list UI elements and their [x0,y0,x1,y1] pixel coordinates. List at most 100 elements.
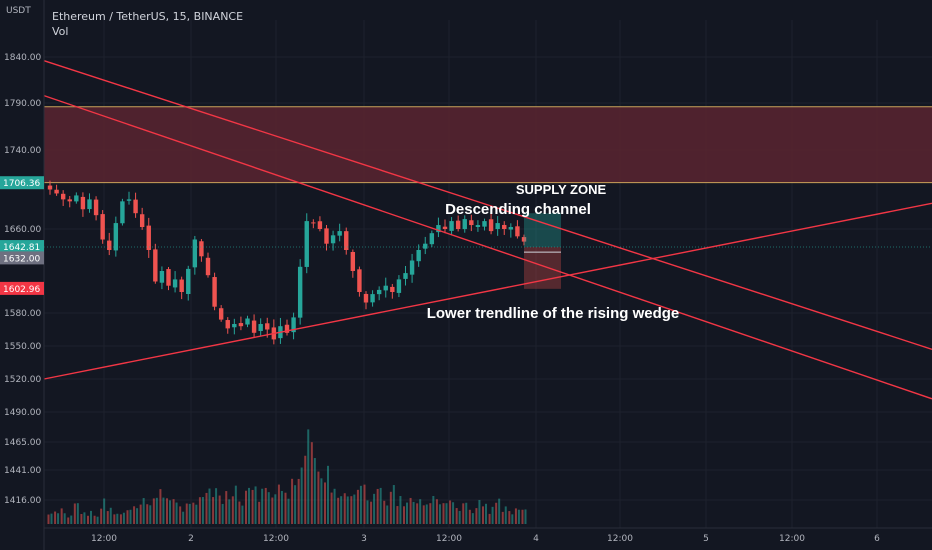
candle-body [153,249,158,282]
candle-body [436,225,441,233]
volume-bar [106,511,109,524]
volume-bar [234,485,237,524]
volume-bar [442,503,445,524]
candle-body [297,266,303,318]
volume-bar [449,500,452,524]
candle-body [258,324,263,332]
candle-body [370,294,375,303]
y-tick-label: 1520.00 [4,375,41,385]
volume-bar [406,502,408,524]
trendline-channel-upper[interactable] [43,60,932,350]
volume-bar [113,514,116,524]
trendline-channel-lower[interactable] [43,94,932,400]
x-tick-label: 5 [703,534,709,544]
volume-bar [445,503,448,524]
candle-body [482,221,487,227]
y-tick-label: 1790.00 [4,99,41,109]
candle-body [225,320,230,329]
volume-bar [245,490,247,524]
volume-bar [70,515,73,524]
volume-bar [87,515,89,524]
volume-bar [403,506,405,524]
candle-body [304,221,309,267]
candle-body [442,226,448,229]
volume-bar [218,495,221,524]
x-tick-label: 12:00 [607,534,633,544]
volume-bar [346,496,349,524]
candle-body [455,220,461,229]
volume-bar [241,505,244,524]
candle-body [462,219,467,230]
x-tick-label: 3 [361,534,367,544]
candle-body [47,185,53,190]
candle-body [60,193,66,200]
volume-bar [267,492,270,524]
volume-bar [254,486,257,524]
volume-bar [416,503,419,524]
volume-bar [300,467,303,524]
volume-bar [452,502,455,524]
volume-bar [225,491,228,524]
candle-body [469,220,474,226]
volume-bar [63,513,66,524]
candle-body [87,199,92,210]
x-axis[interactable]: 12:00 2 12:00 3 12:00 4 12:00 5 12:00 6 [44,527,932,544]
candle-body [383,285,388,291]
volume-bar [409,497,412,524]
volume-bar [366,500,369,524]
volume-bar [155,497,158,524]
candle-body [317,221,323,229]
position-box [44,213,932,289]
candle-body [265,323,270,330]
candle-body [475,225,481,228]
candle-body [212,277,217,307]
volume-bar [429,503,432,524]
volume-bar [122,512,125,524]
volume-bar [435,499,438,524]
descending-channel-label: Descending channel [445,201,591,218]
volume-bar [96,516,99,524]
candle-body [113,223,119,251]
volume-bar [238,501,241,524]
volume-bar [280,490,283,524]
symbol-title[interactable]: Ethereum / TetherUS, 15, BINANCE [52,10,244,23]
candle-body [357,269,362,292]
candle-body [423,243,428,249]
volume-bars [47,429,527,524]
candle-body [107,240,112,250]
price-label-bg [0,281,44,295]
volume-bar [188,503,191,524]
volume-bar [304,455,307,524]
volume-bar [412,501,415,524]
x-tick-label: 12:00 [263,534,289,544]
volume-bar [109,507,112,524]
candle-body [218,308,224,320]
volume-bar [386,505,389,524]
volume-bar [162,497,165,524]
trendline-wedge-lower[interactable] [43,202,932,380]
candles [47,180,527,345]
candle-body [172,279,178,288]
candle-body [166,269,171,286]
candle-body [350,251,356,271]
volume-bar [478,499,481,524]
candle-body [126,199,132,201]
volume-bar [159,489,162,524]
wedge-trendline-label: Lower trendline of the rising wedge [427,305,680,322]
volume-indicator-label[interactable]: Vol [52,25,69,38]
candle-body [409,260,415,275]
candle-body [74,195,79,202]
volume-bar [310,442,313,524]
y-tick-label: 1441.00 [4,466,41,476]
volume-bar [136,508,139,524]
volume-bar [274,494,277,524]
volume-bar [327,465,329,524]
volume-bar [350,496,353,524]
y-axis[interactable]: 1840.00 1790.00 1740.00 1660.00 1580.00 1550.… [4,0,45,550]
volume-bar [93,515,96,524]
candle-body [495,223,500,230]
x-tick-label: 12:00 [779,534,805,544]
volume-bar [166,498,168,524]
volume-bar [432,495,435,524]
